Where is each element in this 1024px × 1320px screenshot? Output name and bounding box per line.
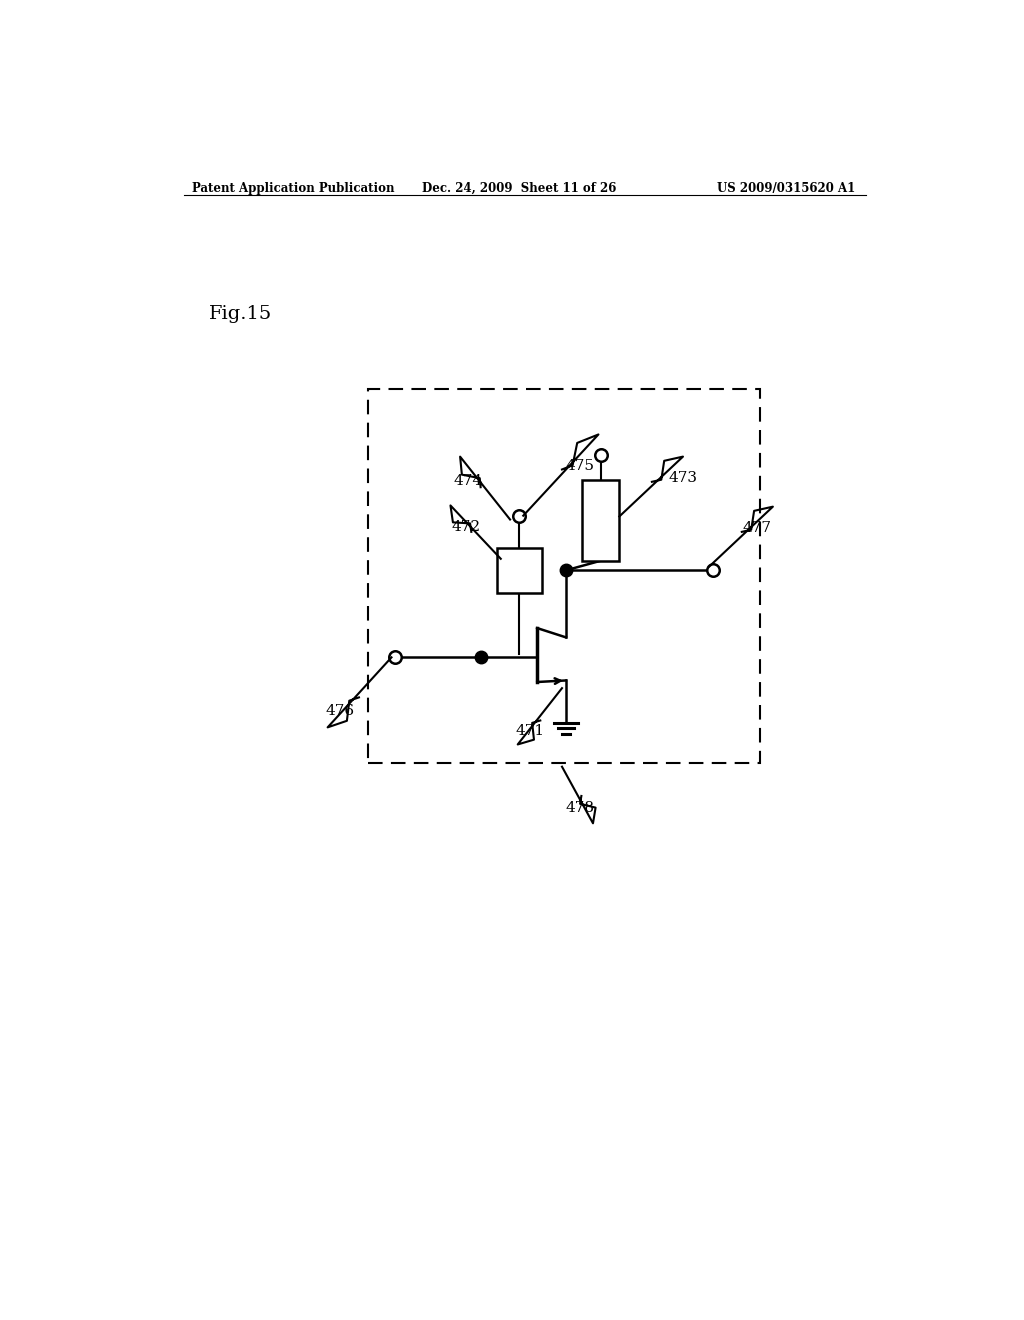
Bar (583, 480, 620, 561)
Text: 471: 471 (515, 723, 545, 738)
Text: Dec. 24, 2009  Sheet 11 of 26: Dec. 24, 2009 Sheet 11 of 26 (423, 182, 616, 194)
Text: US 2009/0315620 A1: US 2009/0315620 A1 (717, 182, 855, 194)
Bar (369, 389, 760, 763)
Text: 473: 473 (669, 471, 698, 484)
Text: 478: 478 (566, 800, 595, 814)
Text: 476: 476 (326, 705, 354, 718)
Text: 475: 475 (566, 458, 595, 473)
Text: 477: 477 (742, 521, 771, 535)
Text: Patent Application Publication: Patent Application Publication (191, 182, 394, 194)
Text: 474: 474 (454, 474, 482, 488)
Bar (497, 548, 542, 593)
Text: Fig.15: Fig.15 (209, 305, 272, 322)
Text: 472: 472 (452, 520, 480, 535)
